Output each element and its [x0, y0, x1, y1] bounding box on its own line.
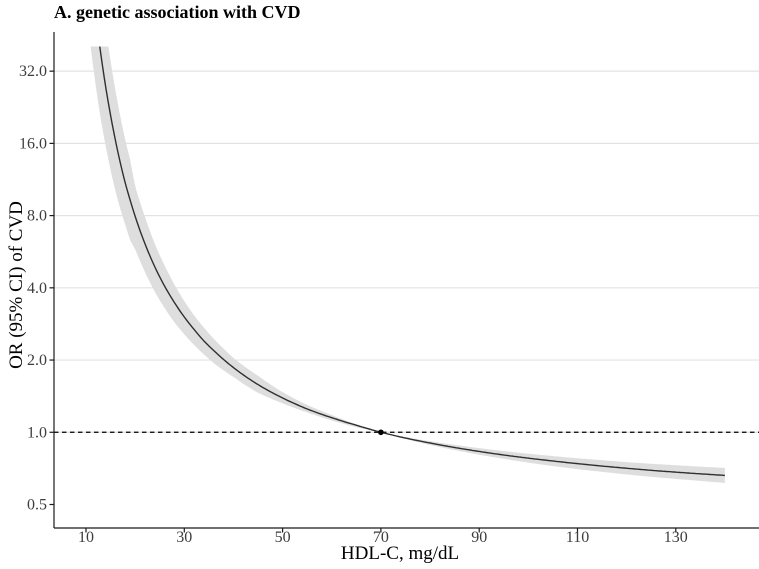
y-tick-label-2: 2.0	[27, 352, 47, 369]
figure-title: A. genetic association with CVD	[54, 2, 301, 22]
reference-point	[378, 429, 384, 436]
series-group	[54, 46, 759, 483]
or-curve	[99, 46, 725, 477]
x-tick-label-110: 110	[566, 529, 589, 546]
axes-group: 10 30 50 70 90 110 130 32.0 16.0 8.0 4.0 2.0 1.0 0.5	[19, 32, 759, 546]
x-tick-label-10: 10	[78, 529, 94, 546]
y-tick-label-8: 8.0	[27, 208, 47, 225]
x-tick-label-130: 130	[664, 529, 688, 546]
x-axis-title: HDL-C, mg/dL	[340, 543, 460, 564]
y-tick-label-32: 32.0	[19, 63, 47, 80]
y-tick-label-1: 1.0	[27, 424, 47, 441]
x-tick-label-30: 30	[176, 529, 192, 546]
x-tick-label-90: 90	[471, 529, 487, 546]
gridlines-group	[54, 70, 759, 433]
confidence-band	[90, 46, 725, 483]
y-tick-label-4: 4.0	[27, 280, 47, 297]
x-tick-label-50: 50	[275, 529, 291, 546]
x-tick-label-70: 70	[373, 529, 389, 546]
y-tick-label-16: 16.0	[19, 135, 47, 152]
y-tick-label-0.5: 0.5	[27, 496, 47, 513]
